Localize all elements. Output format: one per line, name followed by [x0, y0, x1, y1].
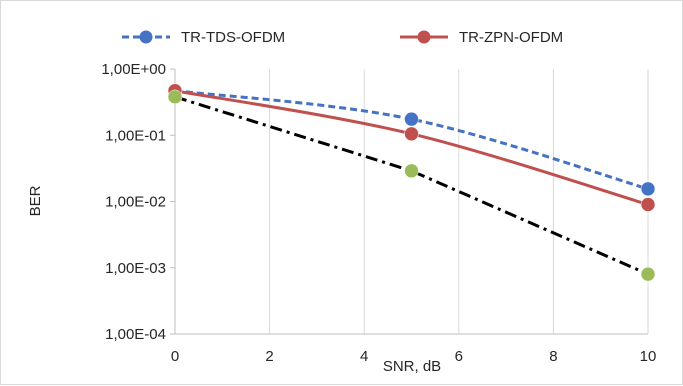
series-layer — [167, 83, 656, 282]
legend: TR-TDS-OFDM TR-ZPN-OFDM — [122, 29, 563, 46]
series-3-point — [640, 266, 656, 282]
x-tick-label: 4 — [360, 348, 368, 365]
legend-marker-1 — [139, 30, 153, 44]
y-tick-label: 1,00E-02 — [105, 194, 166, 211]
series-line-3 — [174, 95, 649, 276]
y-tick-label: 1,00E-03 — [105, 260, 166, 277]
y-tick-label: 1,00E+00 — [101, 61, 166, 78]
x-tick-label: 8 — [549, 348, 557, 365]
y-tick-label: 1,00E-04 — [105, 326, 166, 343]
legend-marker-2 — [417, 30, 431, 44]
y-tick-label: 1,00E-01 — [105, 127, 166, 144]
x-tick-label: 2 — [265, 348, 273, 365]
x-tick-label: 6 — [455, 348, 463, 365]
series-1-point — [640, 181, 656, 197]
series-line-1 — [174, 89, 649, 191]
series-3-point — [167, 89, 183, 105]
series-1-point — [404, 111, 419, 127]
x-tick-label: 10 — [640, 348, 657, 365]
x-tick-label: 0 — [171, 348, 179, 365]
series-2-point — [404, 126, 419, 142]
series-2-point — [640, 197, 656, 212]
grid-layer — [269, 69, 649, 334]
y-axis-title: BER — [27, 185, 44, 216]
legend-label-2: TR-ZPN-OFDM — [459, 29, 563, 46]
legend-label-1: TR-TDS-OFDM — [181, 29, 285, 46]
x-axis-title: SNR, dB — [383, 358, 441, 375]
axis-layer: 1,00E+00 1,00E-01 1,00E-02 1,00E-03 1,00E-04… — [101, 61, 656, 365]
series-line-2 — [174, 89, 649, 206]
series-3-point — [404, 163, 419, 179]
